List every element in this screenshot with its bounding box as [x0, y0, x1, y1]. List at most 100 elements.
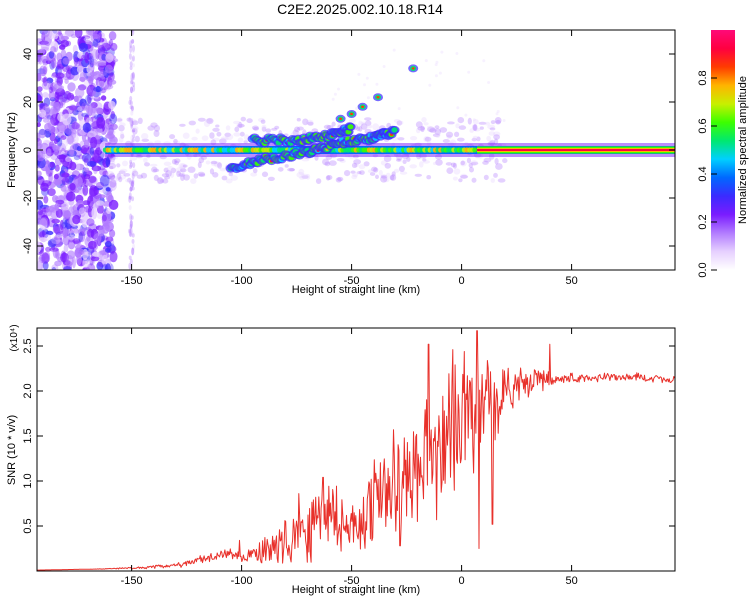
heatmap-cell	[296, 171, 305, 178]
heatmap-cell	[130, 105, 134, 112]
heatmap-cell	[74, 163, 85, 171]
heatmap-cell	[257, 117, 265, 122]
heatmap-cell	[132, 44, 135, 53]
heatmap-cell	[130, 134, 134, 143]
heatmap-cell	[53, 223, 64, 235]
heatmap-cell	[336, 158, 345, 162]
heatmap-cell	[93, 233, 102, 244]
heatmap-cell	[129, 186, 133, 192]
heatmap-cell	[141, 133, 149, 140]
heatmap-cell	[333, 92, 337, 96]
tick-label: 0.8	[697, 70, 709, 85]
snr-frame	[36, 327, 676, 572]
heatmap-cell	[81, 130, 87, 143]
heatmap-cell	[398, 165, 405, 172]
heatmap-cell	[105, 64, 113, 74]
heatmap-cell	[171, 158, 177, 165]
heatmap-cell	[287, 167, 295, 172]
heatmap-cell	[119, 131, 125, 138]
heatmap-cell	[130, 230, 134, 237]
heatmap-cell	[67, 234, 76, 241]
heatmap-cell	[153, 130, 160, 137]
heatmap-cell	[470, 160, 479, 166]
heatmap-cell	[373, 167, 379, 173]
heatmap-cell	[69, 183, 76, 191]
heatmap-cell	[149, 163, 158, 167]
heatmap-cell	[50, 46, 57, 53]
heatmap-cell	[382, 65, 386, 68]
heatmap-cell	[90, 48, 99, 60]
heatmap-cell	[101, 263, 109, 270]
heatmap-cell	[351, 162, 358, 168]
snr-y-axis: 0.5 1.0 1.5 2.0 2.5	[22, 338, 675, 534]
heatmap-cell	[53, 83, 63, 93]
heatmap-cell	[129, 232, 133, 237]
heatmap-cell	[72, 210, 81, 215]
heatmap-cell	[432, 133, 440, 137]
heatmap-cell	[362, 123, 369, 130]
heatmap-cell	[128, 53, 132, 60]
heatmap-cell	[201, 135, 209, 141]
heatmap-cell	[93, 43, 100, 48]
snr-y-label: SNR (10 * v/v)	[6, 415, 18, 485]
heatmap-cell	[108, 31, 117, 41]
heatmap-cell	[89, 52, 94, 60]
heatmap-cell	[206, 117, 214, 125]
heatmap-cell	[61, 113, 72, 126]
heatmap-cell	[260, 119, 266, 124]
heatmap-cell	[367, 169, 373, 174]
heatmap-cell	[174, 160, 180, 166]
heatmap-cell	[502, 119, 506, 122]
heatmap-cell	[117, 117, 123, 123]
tick-label: 0	[459, 275, 465, 287]
heatmap-cell	[271, 127, 278, 131]
heatmap-cell	[96, 212, 103, 219]
heatmap-cell	[81, 35, 91, 40]
heatmap-cell	[163, 167, 169, 173]
heatmap-cell	[470, 161, 479, 166]
heatmap-cell	[105, 118, 112, 125]
heatmap-cell	[71, 122, 80, 130]
heatmap-cell	[460, 160, 465, 166]
heatmap-cell	[131, 137, 135, 143]
tick-label: -20	[22, 190, 34, 206]
heatmap-cell	[41, 64, 49, 74]
heatmap-cell	[63, 244, 69, 253]
heatmap-cell	[307, 121, 314, 126]
heatmap-cell	[445, 131, 454, 138]
heatmap-cell	[46, 148, 52, 156]
heatmap-cell	[91, 61, 97, 67]
heatmap-cell	[391, 127, 398, 133]
heatmap-cell	[37, 122, 41, 128]
heatmap-cell	[243, 140, 248, 144]
heatmap-cell	[182, 164, 188, 168]
heatmap-cell	[43, 97, 51, 107]
heatmap-cell	[108, 121, 115, 125]
heatmap-cell	[495, 163, 503, 170]
heatmap-cell	[37, 94, 43, 103]
heatmap-cell	[357, 171, 362, 175]
heatmap-cell	[353, 159, 361, 165]
heatmap-cell	[195, 128, 200, 134]
heatmap-cell	[337, 87, 340, 91]
heatmap-cell	[298, 168, 305, 175]
tick-label: 1.0	[22, 473, 34, 488]
heatmap-cell	[434, 125, 440, 129]
heatmap-cell	[43, 76, 48, 87]
tick-label: 0.4	[697, 166, 709, 181]
heatmap-cell	[129, 258, 133, 265]
heatmap-cell	[37, 73, 42, 82]
heatmap-cell	[122, 160, 128, 167]
heatmap-cell	[170, 171, 175, 178]
heatmap-cell	[305, 173, 311, 180]
heatmap-cell	[415, 127, 421, 134]
heatmap-cell	[446, 167, 454, 174]
heatmap-cell	[156, 177, 161, 185]
heatmap-cell	[494, 158, 499, 165]
heatmap-cell	[123, 173, 131, 177]
heatmap-cell	[361, 105, 365, 109]
heatmap-cell	[77, 106, 83, 112]
heatmap-cell	[84, 94, 92, 106]
heatmap-cell	[95, 77, 103, 88]
heatmap-cell	[458, 125, 467, 130]
